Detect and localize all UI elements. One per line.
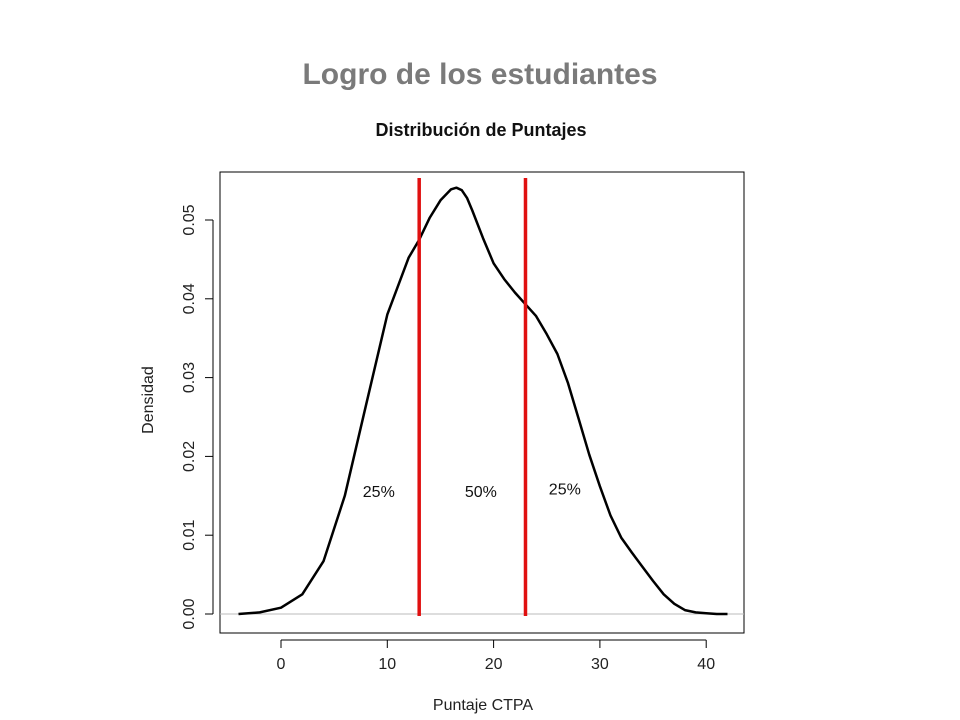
x-tick-label: 30 xyxy=(591,656,609,673)
percent-label: 50% xyxy=(465,484,497,501)
plot-frame xyxy=(219,171,745,634)
density-curve xyxy=(238,186,728,616)
y-tick-label: 0.00 xyxy=(181,598,198,629)
x-tick-label: 10 xyxy=(378,656,396,673)
x-axis-title: Puntaje CTPA xyxy=(433,697,534,714)
y-tick-label: 0.03 xyxy=(181,362,198,393)
x-tick-label: 40 xyxy=(697,656,715,673)
y-axis-title: Densidad xyxy=(140,366,157,434)
y-tick-label: 0.01 xyxy=(181,520,198,551)
plot-area: 0 10 20 30 40 0.00 0.01 0.02 0.03 0.04 0.05 25% 50% 2… xyxy=(181,171,745,673)
y-tick-label: 0.05 xyxy=(181,204,198,235)
chart-title: Distribución de Puntajes xyxy=(375,120,586,140)
y-tick-label: 0.02 xyxy=(181,441,198,472)
y-tick-label: 0.04 xyxy=(181,283,198,314)
percent-label: 25% xyxy=(549,481,581,498)
x-tick-label: 0 xyxy=(277,656,286,673)
percent-label: 25% xyxy=(363,484,395,501)
slide-title: Logro de los estudiantes xyxy=(302,58,658,91)
x-tick-label: 20 xyxy=(485,656,503,673)
